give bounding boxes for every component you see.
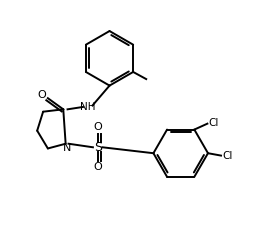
Text: Cl: Cl (222, 151, 233, 161)
Text: S: S (94, 141, 102, 154)
Text: NH: NH (80, 102, 96, 112)
Text: N: N (63, 143, 71, 153)
Text: O: O (94, 122, 102, 132)
Text: Cl: Cl (209, 118, 219, 128)
Text: O: O (38, 90, 47, 100)
Text: O: O (94, 162, 102, 173)
